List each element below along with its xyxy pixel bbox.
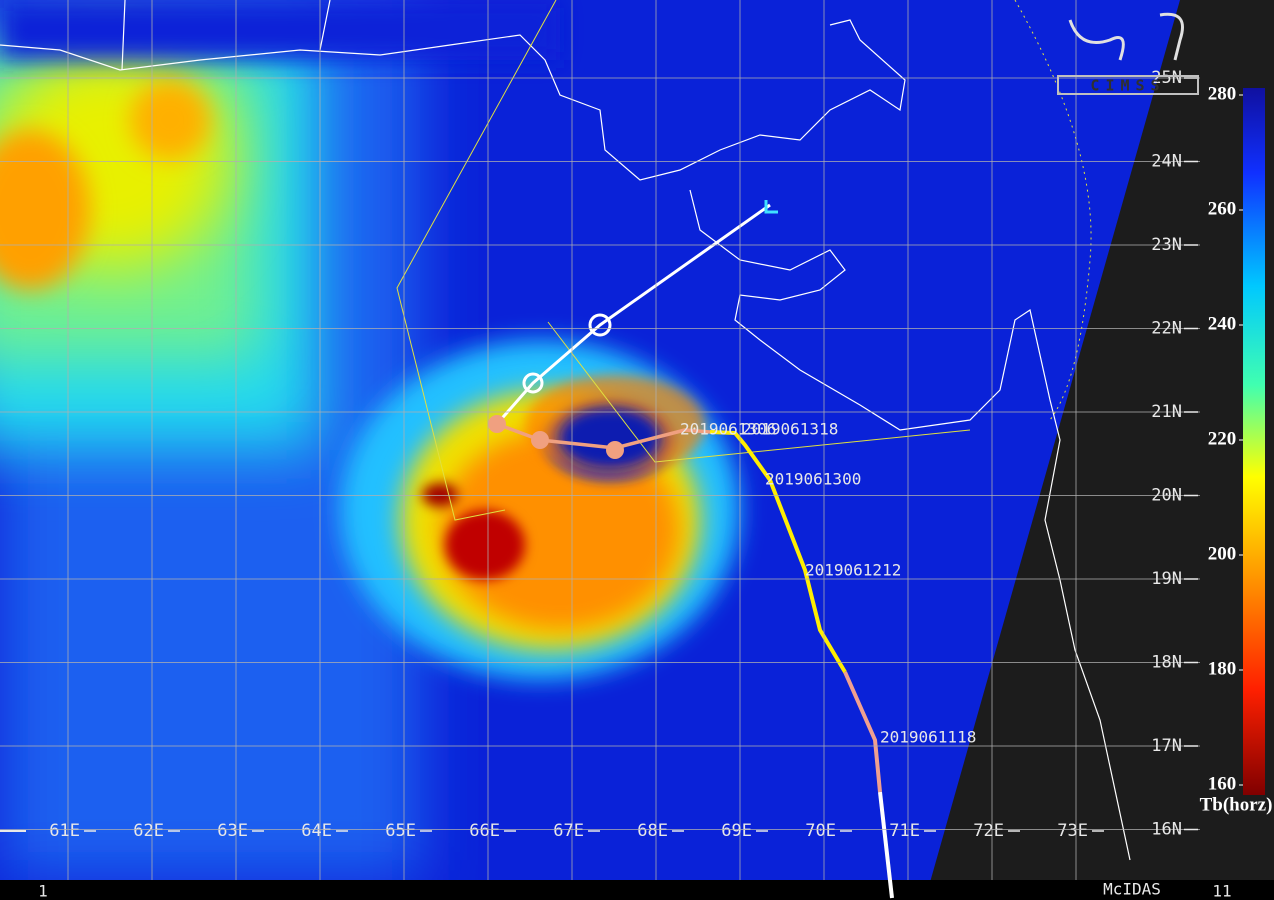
lat-label: 22N [1151, 319, 1182, 339]
footer-left: 1 [38, 882, 48, 900]
lat-label: 25N [1151, 68, 1182, 88]
forecast-cone [396, 0, 1092, 521]
coastlines [0, 0, 1131, 861]
lon-label: 67E [553, 821, 584, 841]
colorbar-tick-label: 180 [1208, 658, 1237, 679]
lon-label: 69E [721, 821, 752, 841]
lon-label: 73E [1057, 821, 1088, 841]
colorbar-tick-label: 260 [1208, 198, 1237, 219]
track-label: 2019061212 [805, 561, 901, 580]
lat-label: 24N [1151, 152, 1182, 172]
track-label: 2019061306 [680, 420, 776, 439]
colorbar-scale [1243, 88, 1265, 795]
lon-label: 62E [133, 821, 164, 841]
lon-label: 63E [217, 821, 248, 841]
footer-center: McIDAS [1103, 880, 1161, 899]
lon-label: 65E [385, 821, 416, 841]
colorbar-tick-label: 160 [1208, 773, 1237, 794]
colorbar-tick-label: 220 [1208, 428, 1237, 449]
lat-lon-grid: 61E 62E 63E 64E 65E 66E 67E 68E 69E 70E 71E 72E 73E 2… [0, 0, 1200, 880]
track-label: 2019061318 [742, 420, 838, 439]
track-label: 2019061118 [880, 728, 976, 747]
lon-label: 66E [469, 821, 500, 841]
lat-label: 21N [1151, 402, 1182, 422]
lon-label: 68E [637, 821, 668, 841]
lon-label: 70E [805, 821, 836, 841]
colorbar: Tb(horz) 280 260 240 220 200 180 160 [1200, 83, 1273, 815]
colorbar-label: Tb(horz) [1200, 794, 1273, 815]
track-label: 2019061300 [765, 470, 861, 489]
colorbar-tick-label: 200 [1208, 543, 1237, 564]
logo-text: CIMSS [1090, 77, 1165, 95]
lat-label: 17N [1151, 736, 1182, 756]
lat-label: 18N [1151, 653, 1182, 673]
storm-symbols [488, 200, 778, 459]
lon-label: 61E [49, 821, 80, 841]
lat-label: 16N [1151, 820, 1182, 840]
colorbar-tick-label: 240 [1208, 313, 1237, 334]
lon-label: 72E [973, 821, 1004, 841]
lat-label: 19N [1151, 569, 1182, 589]
lat-label: 23N [1151, 235, 1182, 255]
footer-right: 11 [1212, 882, 1231, 900]
cimss-logo: CIMSS [1057, 12, 1199, 95]
lat-label: 20N [1151, 486, 1182, 506]
colorbar-tick-label: 280 [1208, 83, 1237, 104]
lon-label: 71E [889, 821, 920, 841]
lon-label: 64E [301, 821, 332, 841]
